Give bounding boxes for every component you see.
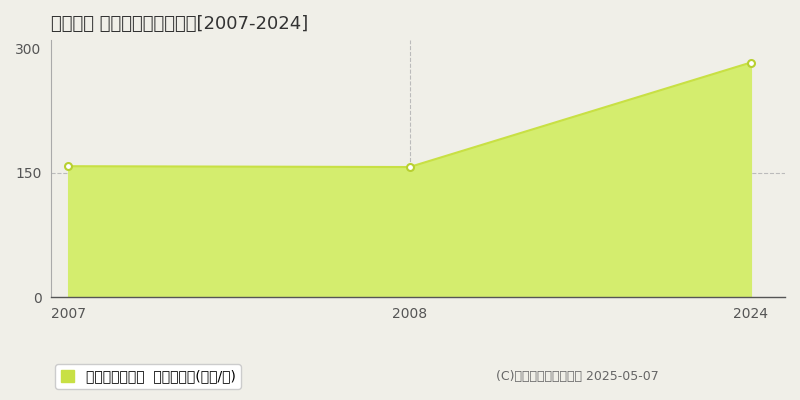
Text: 市川市湊 マンション価格推移[2007-2024]: 市川市湊 マンション価格推移[2007-2024] [51, 15, 308, 33]
Legend: マンション価格  平均嵪単価(万円/嵪): マンション価格 平均嵪単価(万円/嵪) [55, 364, 241, 389]
Text: (C)土地価格ドットコム 2025-05-07: (C)土地価格ドットコム 2025-05-07 [496, 370, 658, 383]
